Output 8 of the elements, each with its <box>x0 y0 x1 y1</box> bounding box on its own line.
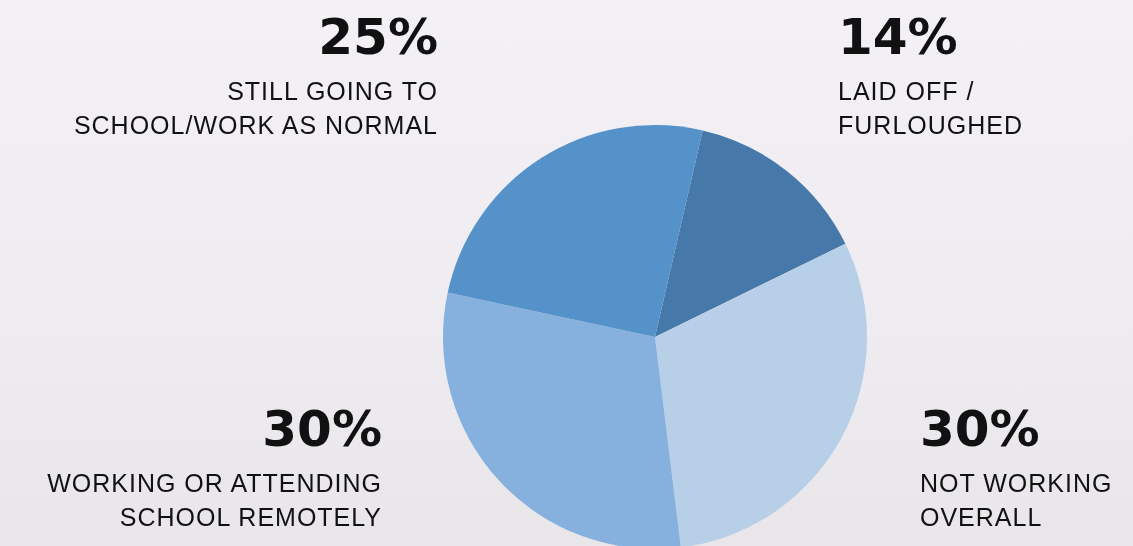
data-label: 25% <box>317 7 438 68</box>
data-label: 14% <box>838 7 959 68</box>
data-label: 30% <box>920 399 1041 460</box>
slice-label: STILL GOING TO SCHOOL/WORK AS NORMAL <box>72 76 438 141</box>
slice-label: LAID OFF / FURLOUGHED <box>838 76 1024 141</box>
slice-label: NOT WORKING OVERALL <box>920 468 1114 533</box>
data-label: 30% <box>261 399 382 460</box>
slice-label: WORKING OR ATTENDING SCHOOL REMOTELY <box>46 468 382 533</box>
